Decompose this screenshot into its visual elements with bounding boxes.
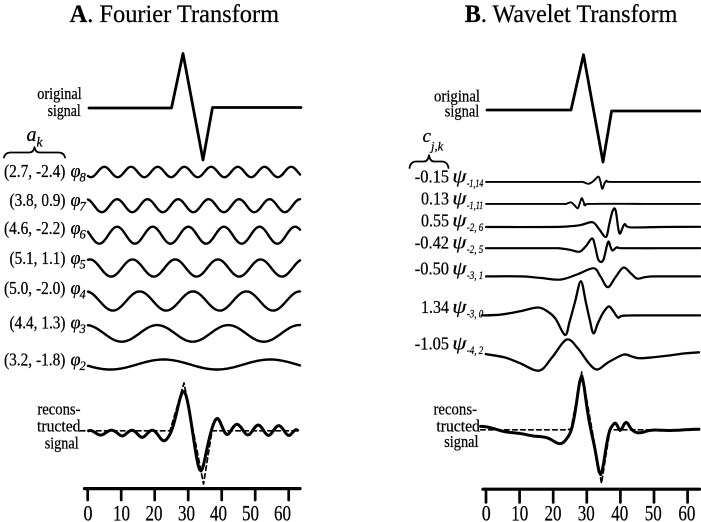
svg-text:ψ: ψ [452,167,467,187]
svg-text:a: a [27,124,37,146]
svg-text:7: 7 [80,199,87,213]
svg-text:φ: φ [71,249,81,269]
svg-text:ψ: ψ [452,212,467,232]
svg-text:(4.4, 1.3): (4.4, 1.3) [10,313,66,334]
svg-text:(4.6, -2.2): (4.6, -2.2) [4,218,65,239]
svg-text:60: 60 [678,501,695,522]
svg-text:tructed: tructed [436,416,480,435]
svg-text:tructed: tructed [37,416,81,435]
svg-text:B. Wavelet Transform: B. Wavelet Transform [465,0,678,28]
svg-text:0.55: 0.55 [421,211,449,231]
svg-text:j,k: j,k [429,140,444,154]
svg-text:signal: signal [45,433,79,452]
svg-text:1.34: 1.34 [421,297,449,317]
svg-text:60: 60 [274,501,291,522]
svg-text:-2, 5: -2, 5 [467,244,484,256]
svg-text:0: 0 [84,501,93,522]
svg-text:φ: φ [71,314,81,334]
svg-text:-4, 2: -4, 2 [467,345,484,357]
svg-text:φ: φ [71,219,81,239]
svg-text:50: 50 [645,501,662,522]
svg-text:φ: φ [71,191,81,211]
svg-text:6: 6 [80,227,87,241]
svg-text:ψ: ψ [452,189,467,209]
svg-text:signal: signal [444,432,479,451]
svg-text:5: 5 [80,257,86,271]
svg-text:-0.15: -0.15 [415,166,449,186]
svg-text:-0.42: -0.42 [415,233,449,253]
svg-text:(3.8, 0.9): (3.8, 0.9) [10,190,66,211]
svg-text:2: 2 [80,359,86,373]
svg-text:40: 40 [210,501,227,522]
svg-text:4: 4 [80,287,86,301]
svg-text:20: 20 [545,501,562,522]
svg-text:k: k [37,135,44,150]
svg-text:-3, 0: -3, 0 [467,308,484,320]
svg-text:(5.0, -2.0): (5.0, -2.0) [4,278,65,299]
svg-text:-0.50: -0.50 [415,258,449,278]
svg-text:-1,14: -1,14 [467,178,484,190]
svg-text:(5.1, 1.1): (5.1, 1.1) [10,248,66,269]
svg-text:signal: signal [445,102,480,121]
svg-text:φ: φ [71,279,81,299]
svg-text:3: 3 [79,322,86,336]
svg-text:ψ: ψ [452,335,467,355]
svg-text:c: c [423,126,432,147]
svg-text:recons-: recons- [37,399,80,418]
svg-text:A. Fourier Transform: A. Fourier Transform [70,0,280,28]
svg-text:φ: φ [71,351,81,371]
svg-text:φ: φ [71,162,81,182]
svg-text:-3, 1: -3, 1 [467,270,484,282]
svg-text:-2, 6: -2, 6 [467,222,484,234]
svg-text:signal: signal [48,101,81,120]
svg-text:0.13: 0.13 [421,188,449,208]
svg-text:ψ: ψ [452,298,467,318]
svg-text:recons-: recons- [434,399,478,418]
svg-text:-1,11: -1,11 [467,200,484,212]
svg-text:10: 10 [113,501,130,522]
svg-text:ψ: ψ [452,234,467,254]
svg-text:10: 10 [511,501,528,522]
svg-text:ψ: ψ [452,259,467,279]
svg-text:50: 50 [242,501,259,522]
svg-text:original: original [37,84,82,103]
svg-text:(2.7, -2.4): (2.7, -2.4) [4,161,65,182]
svg-text:original: original [434,86,480,105]
svg-text:30: 30 [178,501,195,522]
svg-text:40: 40 [611,501,628,522]
svg-text:8: 8 [80,171,87,185]
svg-text:(3.2, -1.8): (3.2, -1.8) [4,350,65,371]
svg-text:0: 0 [482,501,491,522]
svg-text:20: 20 [146,501,163,522]
svg-text:-1.05: -1.05 [415,334,449,354]
svg-text:30: 30 [578,501,595,522]
